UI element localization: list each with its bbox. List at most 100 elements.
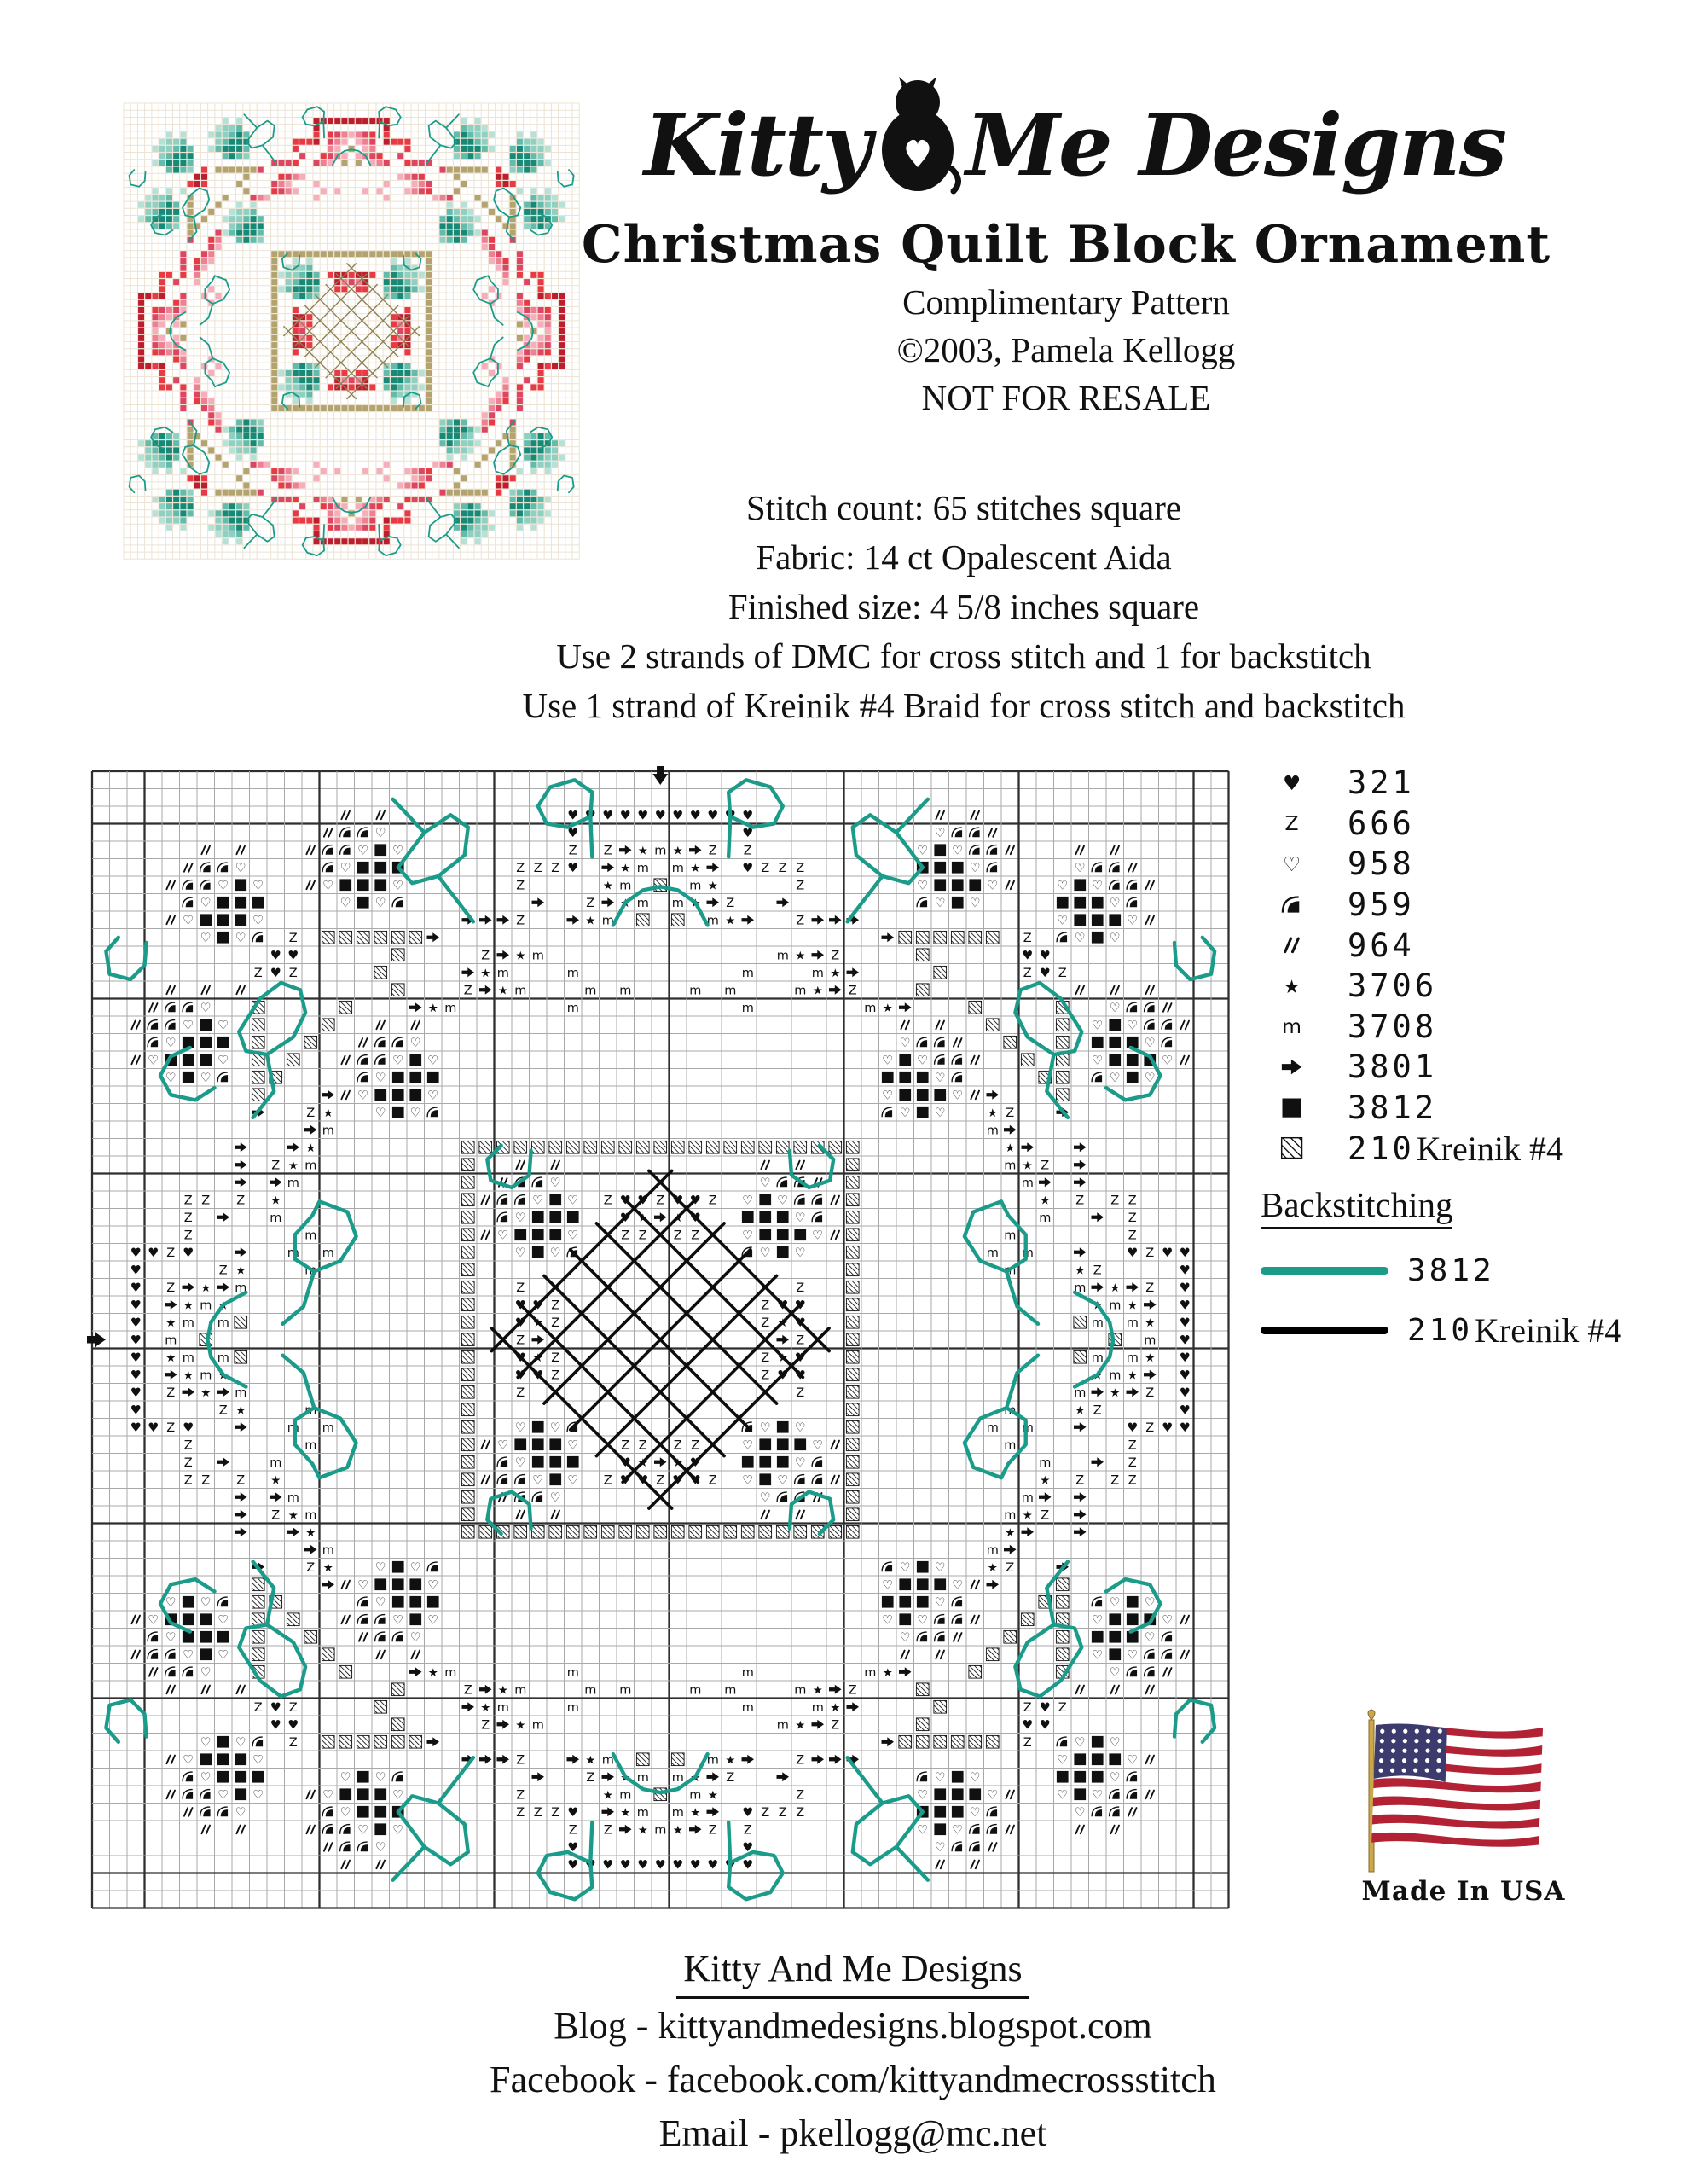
svg-text:m: m [444,1666,456,1680]
svg-text:m: m [619,984,631,997]
svg-text:♡: ♡ [532,1473,543,1487]
svg-text:★: ★ [428,1666,438,1680]
info-fabric: Fabric: 14 ct Opalescent Aida [756,537,1172,577]
svg-text:♥: ♥ [1180,1281,1191,1295]
svg-text:m: m [654,844,666,857]
svg-text:Z: Z [761,1316,769,1330]
svg-text:Z: Z [1041,1508,1049,1522]
svg-text:m: m [637,897,649,910]
svg-text:m: m [794,984,806,997]
svg-text:Z: Z [1128,1473,1137,1487]
svg-text:Z: Z [1145,1386,1154,1400]
svg-text:m: m [1092,1351,1104,1365]
svg-text:♥: ♥ [287,949,299,962]
svg-text:♥: ♥ [1180,1333,1191,1347]
svg-text:♡: ♡ [392,1613,403,1627]
svg-text:Z: Z [516,1788,525,1802]
svg-text:★: ★ [638,844,648,857]
svg-text:♥: ♥ [1127,1421,1138,1435]
svg-text:Z: Z [604,1194,612,1207]
svg-text:♡: ♡ [375,1072,386,1085]
svg-text:★: ★ [270,1473,281,1487]
svg-text:♥: ♥ [742,827,753,840]
svg-text:Z: Z [586,897,594,910]
double-slash-icon [1284,937,1300,954]
svg-text:♥: ♥ [567,862,578,875]
svg-text:★: ★ [620,862,630,875]
svg-text:m: m [637,862,649,875]
backstitch-code: 210 [1407,1312,1474,1348]
svg-text:♡: ♡ [917,844,928,857]
svg-text:Z: Z [551,1316,559,1330]
svg-text:m: m [812,967,824,980]
svg-text:♥: ♥ [742,809,753,822]
svg-text:♡: ♡ [1075,932,1086,945]
svg-text:★: ★ [988,1561,998,1575]
svg-text:♡: ♡ [1127,1019,1138,1032]
svg-text:m: m [304,1228,316,1242]
svg-text:★: ★ [428,1002,438,1015]
cross-stitch-chart: ♥ ♥ ♥ ♥ ♥ ♥ ♥ ♥ ♥ ♥ ♥ ♡ ♥ ♥ ♡ ♡ ♡ Z Z ★ m ★ Z Z ♡ ♡ ♡ ♡ Z Z Z ♥ ★ m m ★ ♥ Z Z Z… [75,732,1245,1929]
svg-text:♥: ♥ [270,1718,281,1732]
svg-text:Z: Z [551,1368,559,1382]
svg-text:m: m [1039,1211,1051,1225]
svg-text:m: m [637,1771,649,1785]
svg-text:♡: ♡ [235,932,246,945]
svg-text:Z: Z [674,1438,682,1452]
svg-text:Z: Z [481,1718,490,1732]
legend-code: 3812 [1348,1089,1438,1127]
svg-text:♡: ♡ [427,1578,438,1592]
svg-text:m: m [1282,1014,1301,1038]
svg-text:Z: Z [271,1508,280,1522]
svg-text:Z: Z [744,844,752,857]
svg-text:m: m [1144,1333,1156,1347]
svg-text:♡: ♡ [340,862,351,875]
svg-text:♡: ♡ [1110,1771,1121,1785]
svg-text:m: m [584,984,596,997]
svg-text:♥: ♥ [130,1403,142,1417]
svg-text:m: m [1004,1438,1016,1452]
svg-text:♥: ♥ [1180,1368,1191,1382]
svg-text:♥: ♥ [1180,1246,1191,1260]
svg-text:m: m [742,1666,754,1680]
svg-text:♥: ♥ [1180,1263,1191,1277]
svg-text:♡: ♡ [1162,1054,1173,1067]
svg-text:♥: ♥ [567,827,578,840]
svg-text:♡: ♡ [900,1037,911,1050]
svg-text:♥: ♥ [287,1718,299,1732]
page-title: Christmas Quilt Block Ornament [581,215,1551,275]
svg-text:♥: ♥ [1022,1718,1033,1732]
svg-text:Z: Z [796,1788,804,1802]
svg-text:m: m [304,1438,316,1452]
svg-text:Z: Z [516,914,525,927]
svg-text:★: ★ [200,1386,211,1400]
svg-text:m: m [235,1386,246,1400]
svg-text:m: m [689,879,701,892]
svg-text:Z: Z [796,1753,804,1767]
svg-text:Z: Z [166,1281,175,1295]
svg-text:♡: ♡ [1127,1753,1138,1767]
svg-text:★: ★ [620,1806,630,1820]
svg-text:♡: ♡ [900,1107,911,1120]
svg-text:♡: ♡ [567,1194,578,1207]
svg-text:Z: Z [639,1438,647,1452]
svg-text:m: m [987,1124,999,1137]
svg-text:♡: ♡ [375,897,386,910]
title-block: Christmas Quilt Block Ornament Complimen… [512,212,1620,421]
svg-text:Z: Z [516,1333,525,1347]
svg-text:m: m [444,1002,456,1015]
svg-text:★: ★ [725,914,735,927]
svg-text:♡: ♡ [375,1561,386,1575]
svg-text:♡: ♡ [183,1019,194,1032]
svg-text:Z: Z [551,862,559,875]
svg-text:♥: ♥ [602,809,613,822]
svg-text:Z: Z [1128,1438,1137,1452]
legend-code: 3708 [1348,1008,1438,1045]
svg-text:m: m [183,1316,194,1330]
svg-text:♥: ♥ [742,1806,753,1820]
svg-text:♥: ♥ [672,809,683,822]
svg-text:Z: Z [306,1107,315,1120]
svg-text:Z: Z [254,1701,263,1715]
svg-text:Z: Z [796,914,804,927]
svg-text:♡: ♡ [427,1089,438,1102]
